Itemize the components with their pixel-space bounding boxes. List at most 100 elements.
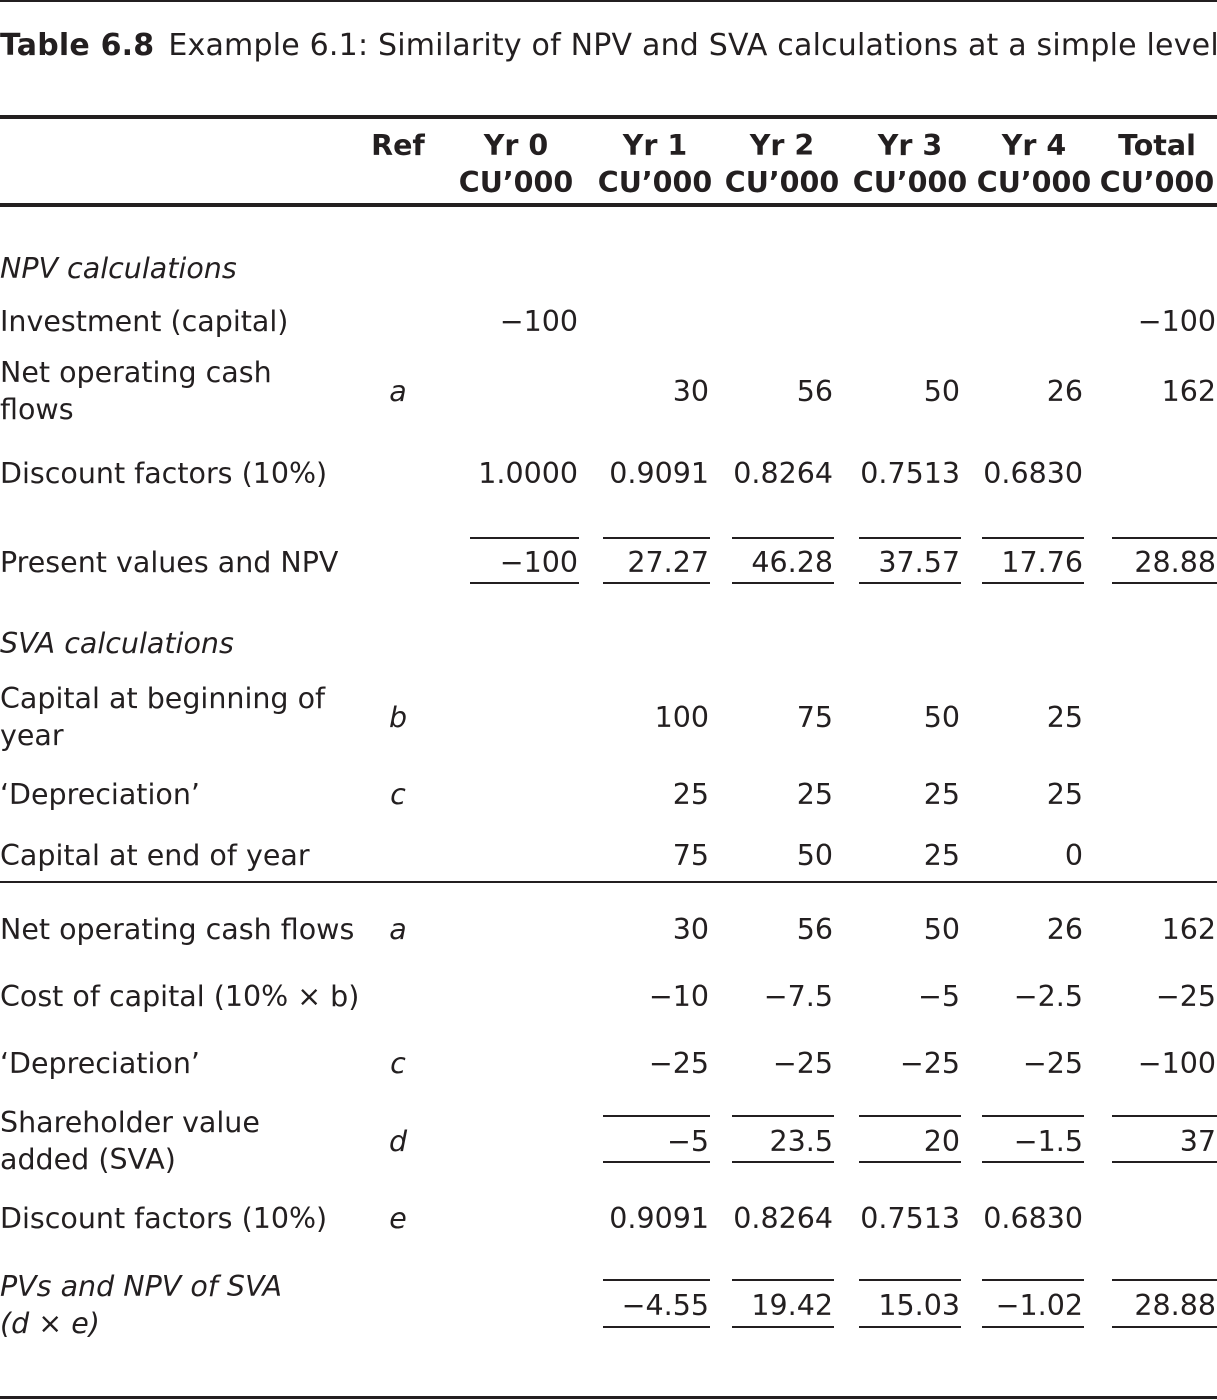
cell-yr4: 17.76 — [1001, 546, 1083, 579]
total-underline-bottom — [732, 1326, 834, 1328]
row-label: Net operating cash flows — [0, 913, 355, 946]
total-underline-top — [470, 537, 579, 539]
total-underline-top — [1112, 1279, 1217, 1281]
total-underline-bottom — [603, 1326, 710, 1328]
total-underline-top — [732, 1279, 834, 1281]
cell-total: 162 — [1161, 913, 1216, 946]
row-ref: d — [388, 1124, 408, 1158]
sva-divider-rule — [0, 881, 1217, 883]
total-underline-bottom — [732, 1161, 834, 1163]
total-underline-bottom — [1112, 582, 1217, 584]
total-underline-bottom — [982, 1161, 1084, 1163]
total-underline-top — [859, 1279, 961, 1281]
cell-yr1: 75 — [672, 839, 709, 872]
cell-yr1: −4.55 — [621, 1288, 709, 1322]
cell-yr3: 25 — [923, 839, 960, 872]
cell-yr3: 0.7513 — [860, 457, 960, 490]
total-underline-top — [732, 1115, 834, 1117]
row-ref: b — [388, 700, 408, 734]
cell-yr3: 50 — [923, 700, 960, 734]
column-header-yr3-line1: Yr 3 — [877, 129, 943, 162]
total-underline-top — [603, 1279, 710, 1281]
cell-yr1: 30 — [672, 913, 709, 946]
cell-yr3: 50 — [923, 374, 960, 408]
row-ref: c — [390, 1047, 406, 1080]
total-underline-bottom — [982, 1326, 1084, 1328]
total-underline-top — [603, 1115, 710, 1117]
column-header-total-line2: CU’000 — [1099, 166, 1215, 199]
row-label: ‘Depreciation’ — [0, 1047, 200, 1080]
cell-yr3: −5 — [917, 980, 960, 1013]
cell-yr4: −1.02 — [995, 1288, 1083, 1322]
column-header-yr1: Yr 1 CU’000 — [590, 127, 720, 201]
column-header-yr3-line2: CU’000 — [852, 166, 968, 199]
bottom-rule — [0, 1396, 1217, 1399]
cell-yr3: 25 — [923, 778, 960, 811]
cell-total: 28.88 — [1134, 1288, 1216, 1322]
column-header-yr0-line1: Yr 0 — [483, 129, 549, 162]
cell-yr3: 15.03 — [878, 1288, 960, 1322]
cell-yr0: 1.0000 — [478, 457, 578, 490]
cell-yr1: −10 — [648, 980, 709, 1013]
row-ref: e — [389, 1202, 407, 1235]
total-underline-top — [1112, 537, 1217, 539]
cell-yr2: 56 — [796, 913, 833, 946]
column-header-ref-line1: Ref — [371, 129, 425, 162]
cell-yr4: −2.5 — [1013, 980, 1083, 1013]
cell-yr2: 23.5 — [769, 1124, 833, 1158]
total-underline-bottom — [859, 1326, 961, 1328]
column-header-ref: Ref — [333, 127, 463, 164]
cell-yr2: 50 — [796, 839, 833, 872]
row-label: PVs and NPV of SVA (d × e) — [0, 1270, 283, 1340]
total-underline-top — [603, 537, 710, 539]
column-header-yr2-line2: CU’000 — [724, 166, 840, 199]
row-label: Discount factors (10%) — [0, 1202, 328, 1235]
total-underline-bottom — [982, 582, 1084, 584]
cell-yr0: −100 — [499, 546, 578, 579]
column-header-total: Total CU’000 — [1092, 127, 1217, 201]
cell-yr2: 25 — [796, 778, 833, 811]
cell-total: 28.88 — [1134, 546, 1216, 579]
column-header-yr3: Yr 3 CU’000 — [845, 127, 975, 201]
total-underline-top — [982, 537, 1084, 539]
column-header-yr0: Yr 0 CU’000 — [451, 127, 581, 201]
cell-yr4: 0.6830 — [983, 457, 1083, 490]
cell-yr2: 0.8264 — [733, 1202, 833, 1235]
total-underline-bottom — [603, 1161, 710, 1163]
row-label: Capital at beginning of year — [0, 682, 326, 752]
total-underline-bottom — [1112, 1161, 1217, 1163]
cell-yr4: 25 — [1046, 778, 1083, 811]
cell-yr4: −25 — [1022, 1047, 1083, 1080]
column-header-yr2-line1: Yr 2 — [749, 129, 815, 162]
total-underline-top — [859, 1115, 961, 1117]
total-underline-top — [1112, 1115, 1217, 1117]
row-ref: a — [389, 374, 407, 408]
cell-yr3: 0.7513 — [860, 1202, 960, 1235]
cell-yr2: 19.42 — [751, 1288, 833, 1322]
cell-yr1: −25 — [648, 1047, 709, 1080]
cell-yr4: 26 — [1046, 374, 1083, 408]
table-title: Example 6.1: Similarity of NPV and SVA c… — [168, 28, 1217, 63]
cell-total: −100 — [1137, 1047, 1216, 1080]
cell-yr3: 50 — [923, 913, 960, 946]
cell-total: 162 — [1161, 374, 1216, 408]
cell-yr2: 46.28 — [751, 546, 833, 579]
column-header-yr2: Yr 2 CU’000 — [717, 127, 847, 201]
total-underline-top — [982, 1279, 1084, 1281]
cell-yr0: −100 — [499, 305, 578, 338]
total-underline-bottom — [1112, 1326, 1217, 1328]
cell-yr3: 37.57 — [878, 546, 960, 579]
cell-yr4: 25 — [1046, 700, 1083, 734]
column-header-yr0-line2: CU’000 — [458, 166, 574, 199]
column-header-yr4-line2: CU’000 — [976, 166, 1092, 199]
cell-total: 37 — [1179, 1124, 1216, 1158]
row-label: Shareholder value added (SVA) — [0, 1106, 260, 1176]
total-underline-bottom — [603, 582, 710, 584]
row-label: Cost of capital (10% × b) — [0, 980, 360, 1013]
total-underline-bottom — [732, 582, 834, 584]
cell-yr2: −25 — [772, 1047, 833, 1080]
table-caption: Table 6.8 Example 6.1: Similarity of NPV … — [0, 28, 1217, 63]
row-label: Capital at end of year — [0, 839, 310, 872]
section-heading: SVA calculations — [0, 627, 234, 660]
cell-yr4: 0 — [1064, 839, 1083, 872]
